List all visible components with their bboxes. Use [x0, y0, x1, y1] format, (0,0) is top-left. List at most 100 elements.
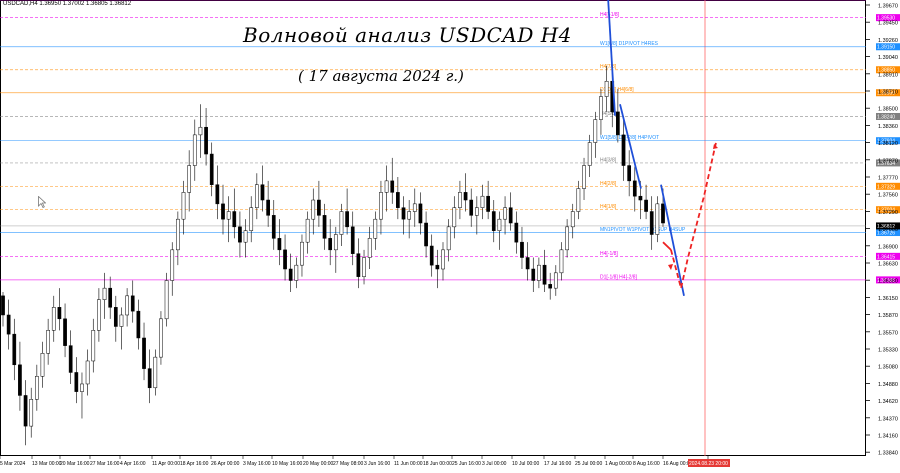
candle-body — [632, 180, 637, 197]
candle-body — [1, 295, 5, 316]
price-tick-label: 1.36900 — [878, 244, 898, 250]
grid — [0, 0, 866, 456]
wave-line — [619, 104, 642, 189]
level-label: D1[1/8] H4[+2/8] — [600, 0, 637, 1]
level-price-tag-label: 1.36726 — [877, 231, 895, 237]
level-price-tag-label: 1.36108 — [877, 278, 895, 284]
time-tick-label: 16 Aug 00:00 — [663, 461, 693, 467]
candle-body — [12, 333, 17, 366]
candle-body — [429, 245, 434, 266]
time-tick-label: 10 Jul 00:00 — [512, 461, 539, 467]
candle-body — [153, 356, 158, 389]
price-tick-label: 1.36380 — [878, 279, 898, 285]
level-label: H4[5/8] — [600, 111, 617, 117]
time-marker-label: 2024.08.23 20:00 — [689, 461, 728, 467]
candle-body — [238, 226, 242, 243]
price-axis: 1.39670 1.39450 1.39260 1.39040 1.38910 1.387… — [866, 4, 898, 457]
candle-body — [113, 307, 118, 327]
candle-body — [288, 268, 293, 281]
candle-body — [176, 218, 180, 251]
candle-body — [559, 249, 564, 274]
candle-body — [198, 126, 203, 136]
level-price-tag — [876, 276, 900, 284]
price-tick-label: 1.36150 — [878, 296, 898, 302]
candle-body — [136, 310, 141, 339]
candle-body — [85, 360, 90, 385]
candle-body — [384, 180, 389, 193]
last-price-tag — [876, 222, 900, 230]
candle-body — [345, 211, 349, 228]
candle-body — [548, 284, 553, 289]
price-tick-label: 1.37290 — [878, 210, 898, 216]
time-tick-label: 11 Apr 00:00 — [152, 461, 180, 467]
level-price-tag — [876, 252, 900, 260]
chart-title: Волновой анализ USDCAD H4 — [243, 23, 572, 47]
candle-body — [266, 199, 270, 216]
candle-body — [215, 184, 220, 205]
level-label: D1[-1/8] H4[-2/8] — [600, 274, 638, 280]
candle-body — [68, 345, 73, 373]
price-tick-label: 1.39260 — [878, 38, 898, 44]
level-price-tag — [876, 206, 900, 214]
time-tick-label: 3 Jun 16:00 — [364, 461, 390, 467]
candle-body — [74, 372, 79, 392]
price-tick-label: 1.36630 — [878, 262, 898, 268]
time-tick-label: 27 May 08:00 — [333, 461, 364, 467]
candle-body — [23, 395, 28, 427]
candle-body — [435, 264, 440, 270]
time-tick-label: 11 Jun 00:00 — [394, 461, 423, 467]
candle-body — [661, 203, 665, 224]
level-price-tag — [876, 89, 900, 97]
candle-body — [458, 192, 462, 208]
candle-body — [18, 364, 22, 396]
level-label: H4[-1/8] — [600, 251, 618, 257]
candle-body — [497, 218, 502, 231]
candle-body — [243, 230, 248, 243]
candle-body — [627, 165, 632, 182]
candle-body — [570, 211, 575, 228]
candle-body — [181, 192, 186, 220]
candle-body — [108, 287, 113, 308]
candle-body — [587, 142, 592, 166]
candle-body — [565, 226, 569, 251]
level-price-tag-label: 1.38850 — [877, 68, 895, 74]
candle-body — [418, 203, 423, 224]
candle-body — [51, 307, 56, 331]
candle-body — [469, 199, 474, 216]
level-price-tag — [876, 229, 900, 237]
level-price-tag-label: 1.37329 — [877, 184, 895, 190]
level-label: H4[7/8] — [600, 64, 617, 70]
time-tick-label: 20 Mar 16:00 — [60, 461, 90, 467]
candle-body — [531, 268, 536, 281]
price-tick-label: 1.38500 — [878, 107, 898, 113]
candle-body — [57, 307, 62, 320]
time-tick-label: 18 Apr 16:00 — [180, 461, 209, 467]
time-tick-label: 26 Apr 00:00 — [211, 461, 240, 467]
candle-body — [91, 330, 96, 362]
candle-body — [452, 207, 457, 228]
level-label: MN1PIVOT W1PIVOT D1SUP H4SUP — [600, 227, 686, 233]
level-price-tag-label: 1.39530 — [877, 16, 895, 22]
candle-body — [204, 126, 208, 155]
level-price-tag-label: 1.38550 — [877, 91, 895, 97]
candle-body — [446, 226, 451, 251]
time-tick-label: 4 Apr 16:00 — [120, 461, 146, 467]
price-tick-label: 1.35330 — [878, 348, 898, 354]
time-tick-label: 13 Mar 00:00 — [32, 461, 62, 467]
candle-body — [616, 111, 620, 136]
level-label: H4[1/8] — [600, 204, 617, 210]
level-price-tag-label: 1.37024 — [877, 208, 895, 214]
candle-body — [125, 295, 129, 316]
time-tick-label: 25 Jun 16:00 — [452, 461, 481, 467]
candle-body — [390, 180, 395, 193]
price-tick-label: 1.34160 — [878, 434, 898, 440]
level-price-tag — [876, 182, 900, 190]
candle-body — [463, 192, 468, 201]
level-price-tag-label: 1.37634 — [877, 161, 895, 167]
candle-body — [305, 218, 310, 243]
price-tick-label: 1.38120 — [878, 141, 898, 147]
candle-body — [503, 207, 507, 220]
candle-body — [102, 287, 107, 300]
